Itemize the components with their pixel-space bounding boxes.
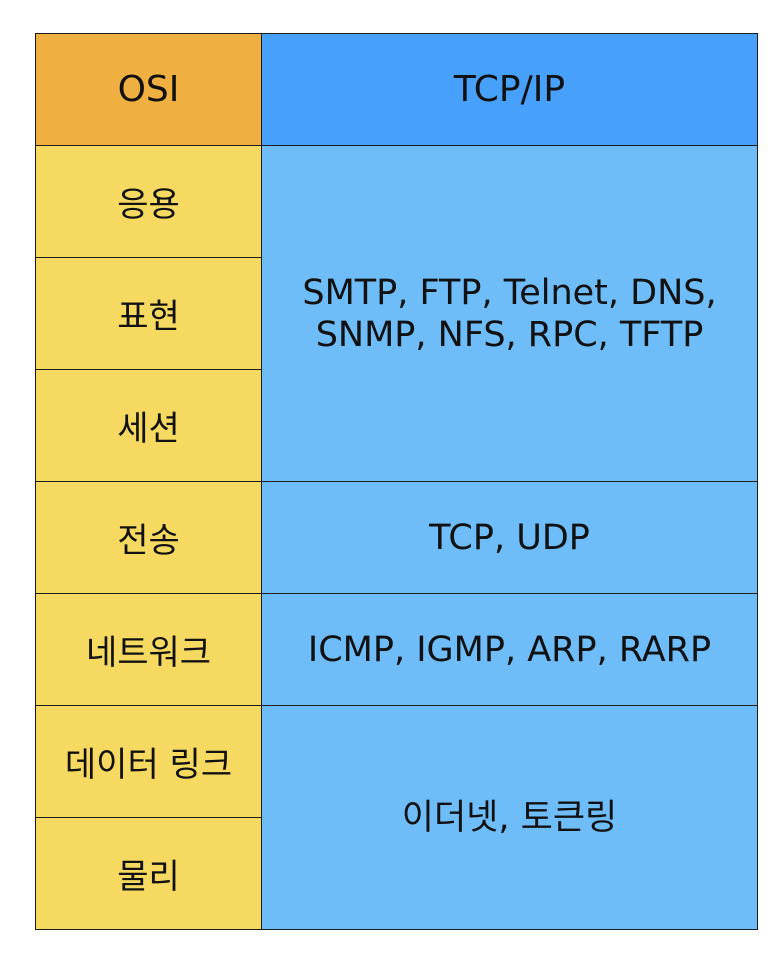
osi-tcpip-comparison-table: OSI TCP/IP 응용 SMTP, FTP, Telnet, DNS, SN… <box>35 33 758 930</box>
osi-layer-presentation: 표현 <box>35 257 262 370</box>
osi-layer-application: 응용 <box>35 145 262 258</box>
tcpip-header: TCP/IP <box>261 33 758 146</box>
tcpip-internet-protocols: ICMP, IGMP, ARP, RARP <box>261 593 758 706</box>
layer-row-data-link: 데이터 링크 이더넷, 토큰링 <box>35 705 758 930</box>
tcpip-transport-protocols: TCP, UDP <box>261 481 758 594</box>
osi-header: OSI <box>35 33 262 146</box>
osi-layer-session: 세션 <box>35 369 262 482</box>
header-row: OSI TCP/IP <box>35 33 758 146</box>
osi-layer-transport: 전송 <box>35 481 262 594</box>
layer-row-physical: 물리 <box>35 817 758 930</box>
layer-row-application: 응용 SMTP, FTP, Telnet, DNS, SNMP, NFS, RP… <box>35 145 758 482</box>
tcpip-link-protocols: 이더넷, 토큰링 <box>261 705 758 930</box>
tcpip-application-protocols: SMTP, FTP, Telnet, DNS, SNMP, NFS, RPC, … <box>261 145 758 482</box>
application-protocols-line-2: SNMP, NFS, RPC, TFTP <box>315 314 704 355</box>
osi-layer-network: 네트워크 <box>35 593 262 706</box>
osi-layer-physical: 물리 <box>35 817 262 930</box>
osi-layer-data-link: 데이터 링크 <box>35 705 262 818</box>
layer-row-presentation: 표현 <box>35 257 758 370</box>
application-protocols-line-1: SMTP, FTP, Telnet, DNS, <box>302 272 717 313</box>
layer-row-network: 네트워크 ICMP, IGMP, ARP, RARP <box>35 593 758 706</box>
layer-row-session: 세션 <box>35 369 758 482</box>
layer-row-transport: 전송 TCP, UDP <box>35 481 758 594</box>
